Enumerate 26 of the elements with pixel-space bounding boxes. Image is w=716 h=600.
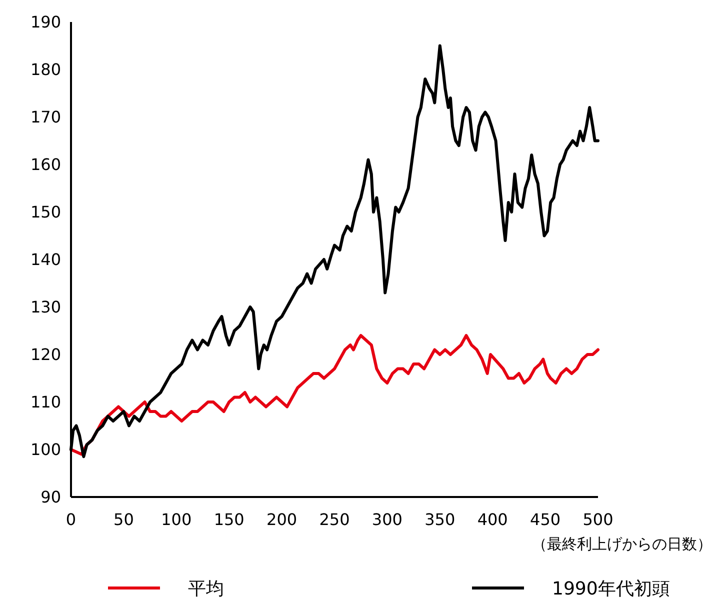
y-tick-label: 150 — [30, 202, 61, 222]
y-tick-label: 160 — [30, 155, 61, 174]
x-tick-label: 350 — [424, 510, 456, 529]
x-tick-label: 100 — [161, 510, 192, 529]
legend-label: 1990年代初頭 — [552, 578, 670, 600]
x-tick-label: 250 — [319, 510, 350, 529]
y-tick-label: 170 — [30, 108, 61, 127]
y-tick-label: 140 — [30, 250, 61, 270]
x-tick-label: 0 — [66, 510, 76, 529]
x-tick-label: 50 — [114, 510, 134, 529]
x-tick-label: 150 — [214, 510, 244, 529]
y-tick-label: 90 — [40, 488, 61, 507]
y-tick-label: 100 — [30, 440, 61, 460]
x-tick-label: 500 — [582, 510, 614, 529]
y-tick-label: 180 — [30, 60, 61, 80]
x-tick-label: 300 — [372, 510, 402, 529]
legend-label: 平均 — [188, 578, 224, 600]
x-tick-label: 200 — [266, 510, 298, 529]
line-series — [70, 334, 600, 456]
y-tick-label: 130 — [30, 298, 61, 317]
y-tick-label: 190 — [30, 12, 61, 32]
y-tick-label: 110 — [30, 392, 61, 412]
x-axis-title: （最終利上げからの日数） — [532, 535, 712, 553]
x-tick-label: 450 — [530, 510, 561, 529]
y-tick-label: 120 — [30, 345, 61, 364]
x-tick-label: 400 — [477, 510, 508, 529]
